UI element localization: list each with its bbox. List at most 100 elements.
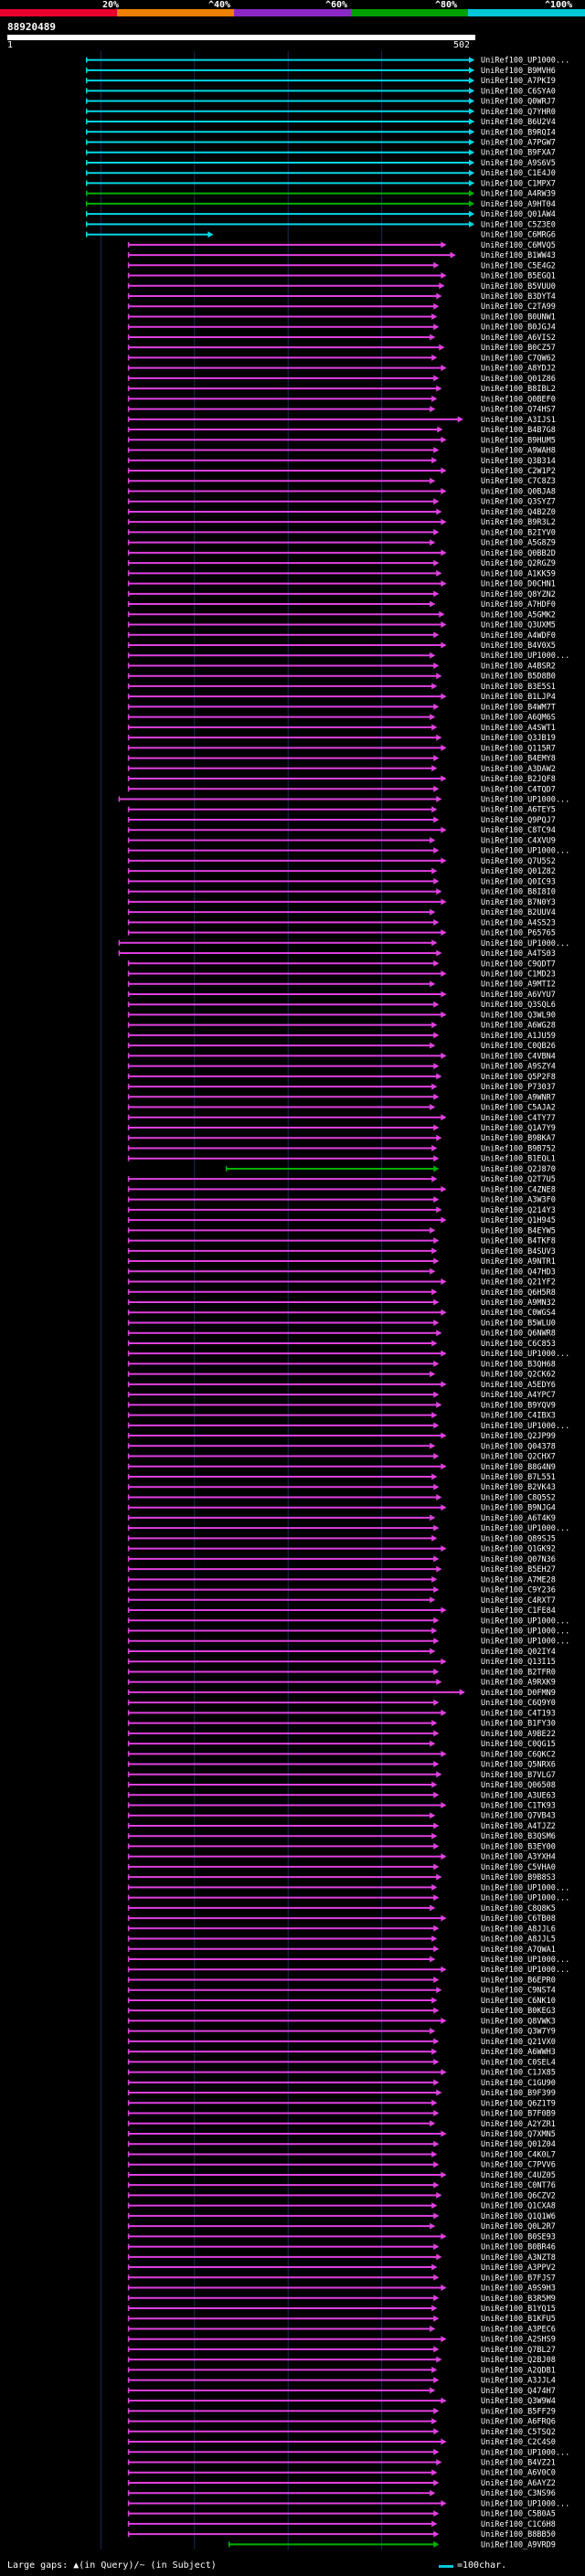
- hit-label[interactable]: UniRef100_B5WLU0: [481, 1319, 556, 1328]
- hit-label[interactable]: UniRef100_Q2CK62: [481, 1371, 556, 1380]
- hit-label[interactable]: UniRef100_Q1GK92: [481, 1545, 556, 1554]
- hit-label[interactable]: UniRef100_UP1000...: [481, 1956, 569, 1965]
- hit-label[interactable]: UniRef100_Q0IC93: [481, 877, 556, 886]
- hit-label[interactable]: UniRef100_B4EYW5: [481, 1226, 556, 1235]
- hit-label[interactable]: UniRef100_C0QG15: [481, 1740, 556, 1749]
- hit-label[interactable]: UniRef100_Q01AW4: [481, 210, 556, 219]
- hit-label[interactable]: UniRef100_B8BB50: [481, 2530, 556, 2539]
- hit-label[interactable]: UniRef100_Q2J870: [481, 1165, 556, 1174]
- hit-label[interactable]: UniRef100_A6T4K9: [481, 1514, 556, 1523]
- hit-label[interactable]: UniRef100_A2SHS9: [481, 2336, 556, 2345]
- hit-label[interactable]: UniRef100_Q0BB2D: [481, 549, 556, 558]
- hit-label[interactable]: UniRef100_B5D8B0: [481, 673, 556, 682]
- hit-label[interactable]: UniRef100_B1LJP4: [481, 693, 556, 702]
- hit-label[interactable]: UniRef100_Q1A7Y9: [481, 1124, 556, 1133]
- hit-label[interactable]: UniRef100_B9R3L2: [481, 518, 556, 527]
- hit-label[interactable]: UniRef100_Q474H7: [481, 2387, 556, 2396]
- hit-label[interactable]: UniRef100_C5Z3E0: [481, 220, 556, 229]
- hit-label[interactable]: UniRef100_C1FE84: [481, 1606, 556, 1616]
- hit-label[interactable]: UniRef100_B3EY00: [481, 1842, 556, 1851]
- hit-label[interactable]: UniRef100_B6U2V4: [481, 118, 556, 127]
- hit-label[interactable]: UniRef100_B0CZ57: [481, 344, 556, 353]
- hit-label[interactable]: UniRef100_C0SEL4: [481, 2058, 556, 2067]
- hit-label[interactable]: UniRef100_C5AJA2: [481, 1104, 556, 1113]
- hit-label[interactable]: UniRef100_B9B8S3: [481, 1873, 556, 1882]
- hit-label[interactable]: UniRef100_B0SE93: [481, 2232, 556, 2242]
- hit-label[interactable]: UniRef100_B9B752: [481, 1144, 556, 1153]
- hit-label[interactable]: UniRef100_A9MTI2: [481, 981, 556, 990]
- hit-label[interactable]: UniRef100_B3QH68: [481, 1360, 556, 1369]
- hit-label[interactable]: UniRef100_B3R5M9: [481, 2295, 556, 2304]
- hit-label[interactable]: UniRef100_B3E5S1: [481, 683, 556, 692]
- hit-label[interactable]: UniRef100_A9SZY4: [481, 1063, 556, 1072]
- hit-label[interactable]: UniRef100_B6EPR0: [481, 1976, 556, 1985]
- hit-label[interactable]: UniRef100_B9FXA7: [481, 149, 556, 158]
- hit-label[interactable]: UniRef100_A7HDF0: [481, 600, 556, 610]
- hit-label[interactable]: UniRef100_Q2RGZ9: [481, 559, 556, 568]
- hit-label[interactable]: UniRef100_B4SUV3: [481, 1247, 556, 1256]
- hit-label[interactable]: UniRef100_B8IBL2: [481, 385, 556, 394]
- hit-label[interactable]: UniRef100_A4S523: [481, 918, 556, 928]
- hit-label[interactable]: UniRef100_A4BSR2: [481, 662, 556, 671]
- hit-label[interactable]: UniRef100_Q01Z86: [481, 375, 556, 384]
- hit-label[interactable]: UniRef100_A9WAH8: [481, 447, 556, 456]
- hit-label[interactable]: UniRef100_UP1000...: [481, 1524, 569, 1533]
- hit-label[interactable]: UniRef100_B4WM7T: [481, 703, 556, 712]
- hit-label[interactable]: UniRef100_B2JQF8: [481, 775, 556, 784]
- hit-label[interactable]: UniRef100_UP1000...: [481, 796, 569, 805]
- hit-label[interactable]: UniRef100_A6AYZ2: [481, 2479, 556, 2488]
- hit-label[interactable]: UniRef100_B9YQV9: [481, 1401, 556, 1410]
- hit-label[interactable]: UniRef100_B2VK43: [481, 1483, 556, 1492]
- hit-label[interactable]: UniRef100_A5GMK2: [481, 610, 556, 620]
- hit-label[interactable]: UniRef100_A3PEC6: [481, 2325, 556, 2334]
- hit-label[interactable]: UniRef100_A3YXH4: [481, 1853, 556, 1862]
- hit-label[interactable]: UniRef100_A9BE22: [481, 1730, 556, 1739]
- hit-label[interactable]: UniRef100_A2QDB1: [481, 2366, 556, 2375]
- hit-label[interactable]: UniRef100_Q3UXM5: [481, 621, 556, 631]
- hit-label[interactable]: UniRef100_Q1CXA8: [481, 2202, 556, 2211]
- hit-label[interactable]: UniRef100_Q01Z04: [481, 2140, 556, 2149]
- hit-label[interactable]: UniRef100_Q7VB43: [481, 1812, 556, 1821]
- hit-label[interactable]: UniRef100_A9VRD9: [481, 2540, 556, 2549]
- hit-label[interactable]: UniRef100_A3W3F0: [481, 1196, 556, 1205]
- hit-label[interactable]: UniRef100_C9QDT7: [481, 959, 556, 969]
- hit-label[interactable]: UniRef100_Q01Z82: [481, 867, 556, 876]
- hit-label[interactable]: UniRef100_C2TA99: [481, 302, 556, 312]
- hit-label[interactable]: UniRef100_Q6NWR8: [481, 1330, 556, 1339]
- hit-label[interactable]: UniRef100_B5EGQ1: [481, 272, 556, 281]
- hit-label[interactable]: UniRef100_C4TY77: [481, 1114, 556, 1123]
- hit-label[interactable]: UniRef100_Q13I15: [481, 1658, 556, 1667]
- hit-label[interactable]: UniRef100_B3QSM6: [481, 1832, 556, 1841]
- hit-label[interactable]: UniRef100_UP1000...: [481, 652, 569, 661]
- hit-label[interactable]: UniRef100_A6WWH3: [481, 2048, 556, 2057]
- hit-label[interactable]: UniRef100_Q0BJA8: [481, 487, 556, 496]
- hit-label[interactable]: UniRef100_P73037: [481, 1083, 556, 1092]
- hit-label[interactable]: UniRef100_B0JGJ4: [481, 323, 556, 333]
- hit-label[interactable]: UniRef100_A9S6V5: [481, 159, 556, 168]
- hit-label[interactable]: UniRef100_Q5P2F8: [481, 1073, 556, 1082]
- hit-label[interactable]: UniRef100_UP1000...: [481, 1966, 569, 1975]
- hit-label[interactable]: UniRef100_A6VYU7: [481, 991, 556, 1000]
- hit-label[interactable]: UniRef100_B7N0Y3: [481, 898, 556, 907]
- hit-label[interactable]: UniRef100_C4T193: [481, 1709, 556, 1718]
- hit-label[interactable]: UniRef100_A9MN32: [481, 1299, 556, 1308]
- hit-label[interactable]: UniRef100_C6Q9Y0: [481, 1699, 556, 1708]
- hit-label[interactable]: UniRef100_A9S9H3: [481, 2284, 556, 2294]
- hit-label[interactable]: UniRef100_UP1000...: [481, 1617, 569, 1626]
- hit-label[interactable]: UniRef100_A9NTR1: [481, 1257, 556, 1267]
- hit-label[interactable]: UniRef100_Q3JB19: [481, 734, 556, 743]
- hit-label[interactable]: UniRef100_A3PPV2: [481, 2263, 556, 2273]
- hit-label[interactable]: UniRef100_UP1000...: [481, 847, 569, 856]
- hit-label[interactable]: UniRef100_A6TEY5: [481, 806, 556, 815]
- hit-label[interactable]: UniRef100_C1GU90: [481, 2079, 556, 2088]
- hit-label[interactable]: UniRef100_D0CHN1: [481, 580, 556, 589]
- hit-label[interactable]: UniRef100_C1C6H8: [481, 2520, 556, 2529]
- hit-label[interactable]: UniRef100_Q214Y3: [481, 1206, 556, 1215]
- hit-label[interactable]: UniRef100_Q7BL27: [481, 2346, 556, 2355]
- hit-label[interactable]: UniRef100_Q07N36: [481, 1555, 556, 1564]
- hit-label[interactable]: UniRef100_Q2JP99: [481, 1432, 556, 1441]
- hit-label[interactable]: UniRef100_UP1000...: [481, 1894, 569, 1903]
- hit-label[interactable]: UniRef100_A4WDF0: [481, 631, 556, 641]
- hit-label[interactable]: UniRef100_Q4B2Z0: [481, 508, 556, 517]
- hit-label[interactable]: UniRef100_A4SWT1: [481, 724, 556, 733]
